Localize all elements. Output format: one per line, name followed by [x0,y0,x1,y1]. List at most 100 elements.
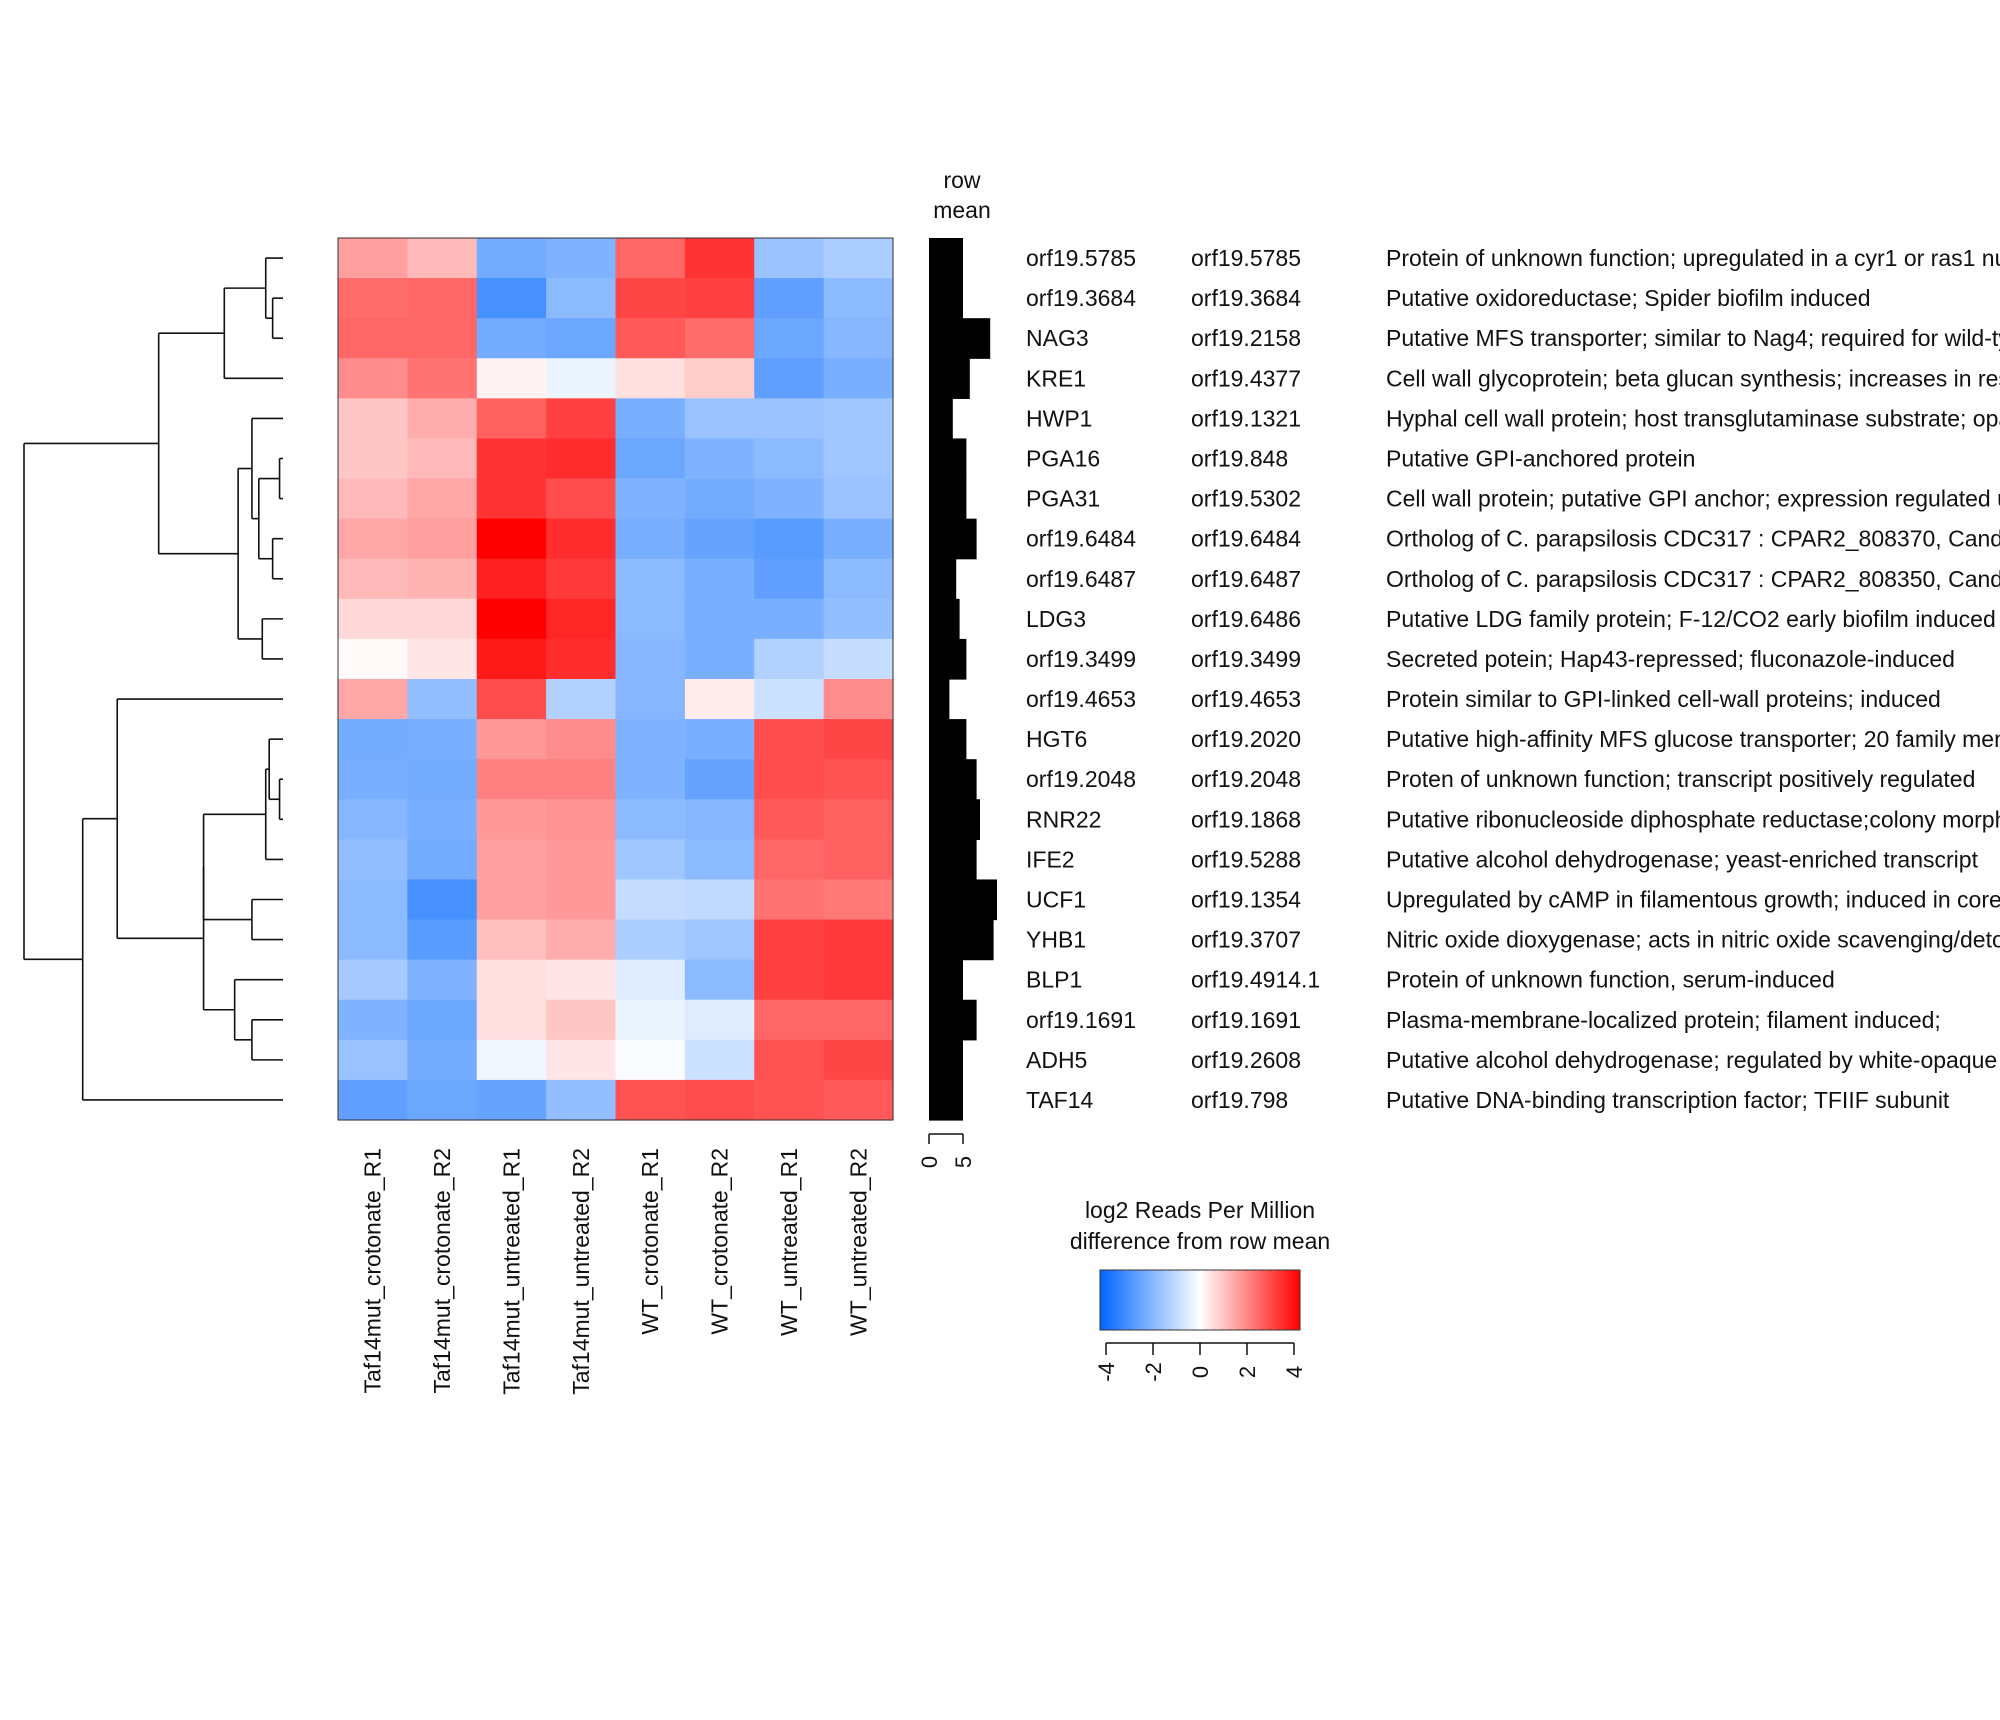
row-orf-label: orf19.5302 [1191,486,1301,512]
heatmap-cell [684,638,755,680]
heatmap-cell [823,358,894,399]
heatmap-cell [684,358,755,399]
heatmap-cell [546,1039,617,1081]
row-gene-label: IFE2 [1026,846,1075,872]
row-gene-label: RNR22 [1026,806,1101,832]
row-gene-label: orf19.5785 [1026,245,1136,271]
heatmap-cell [546,919,617,961]
heatmap-cell [407,999,478,1041]
legend-color-bar [1099,1269,1301,1331]
heatmap-cell [754,1039,825,1081]
row-gene-label: UCF1 [1026,887,1086,913]
heatmap-cell [754,318,825,359]
heatmap-cell [407,679,478,720]
column-label: WT_crotonate_R1 [637,1148,663,1335]
heatmap-cell [684,999,755,1041]
heatmap-cell [615,1079,686,1121]
row-mean-bar [929,959,963,1001]
row-description: Protein of unknown function; upregulated… [1386,245,2000,271]
heatmap-cell [615,638,686,680]
heatmap-cell [684,679,755,720]
row-gene-label: YHB1 [1026,927,1086,953]
heatmap-cell [476,638,547,680]
heatmap-cell [615,358,686,399]
heatmap-cell [754,398,825,440]
row-gene-label: BLP1 [1026,967,1082,993]
legend-tick-label: 2 [1235,1366,1260,1378]
row-orf-label: orf19.4653 [1191,686,1301,712]
row-mean-tick-label: 0 [917,1156,942,1168]
row-gene-label: NAG3 [1026,325,1089,351]
row-orf-label: orf19.1321 [1191,405,1301,431]
heatmap-cell [615,318,686,359]
heatmap-cell [546,879,617,921]
row-mean-bar [929,318,991,359]
heatmap-cell [684,1079,755,1121]
row-description: Secreted potein; Hap43-repressed; flucon… [1386,646,1955,672]
row-description: Protein similar to GPI-linked cell-wall … [1386,686,1941,712]
row-gene-label: ADH5 [1026,1047,1087,1073]
heatmap-cell [338,478,408,520]
row-mean-bar [929,478,967,520]
heatmap-cell [407,478,478,520]
row-gene-label: HGT6 [1026,726,1087,752]
row-orf-label: orf19.2158 [1191,325,1301,351]
heatmap-cell [615,799,686,840]
heatmap-cell [823,558,894,600]
heatmap-cell [476,358,547,399]
column-label: WT_crotonate_R2 [707,1148,733,1335]
heatmap-cell [615,518,686,560]
row-orf-label: orf19.6484 [1191,526,1301,552]
heatmap-cell [823,959,894,1001]
heatmap-cell [476,478,547,520]
heatmap-cell [407,318,478,359]
heatmap-cell [754,959,825,1001]
row-description: Nitric oxide dioxygenase; acts in nitric… [1386,927,2000,953]
row-description: Putative alcohol dehydrogenase; yeast-en… [1386,846,1979,872]
heatmap-cell [615,438,686,480]
heatmap-cell [407,638,478,680]
row-orf-label: orf19.1691 [1191,1007,1301,1033]
row-orf-label: orf19.1868 [1191,806,1301,832]
heatmap-cell [615,1039,686,1081]
row-mean-bar [929,438,967,480]
heatmap-cell [407,278,478,319]
heatmap-cell [615,278,686,319]
row-description: Putative ribonucleoside diphosphate redu… [1386,806,2000,832]
heatmap-cell [615,598,686,640]
heatmap-cell [546,719,617,760]
row-description: Cell wall glycoprotein; beta glucan synt… [1386,365,2000,391]
heatmap-cell [407,1079,478,1121]
row-gene-label: PGA16 [1026,446,1100,472]
heatmap-cell [407,879,478,921]
heatmap-cell [338,1079,408,1121]
row-gene-label: LDG3 [1026,606,1086,632]
row-mean-bar [929,1039,963,1081]
row-mean-tick-label: 5 [951,1156,976,1168]
heatmap-cell [823,438,894,480]
heatmap-cell [823,478,894,520]
heatmap-cell [546,959,617,1001]
column-label: WT_untreated_R2 [845,1148,871,1336]
heatmap-cell [823,839,894,881]
legend-tick-label: 4 [1282,1366,1307,1378]
heatmap-cell [407,358,478,399]
heatmap-cell [338,598,408,640]
row-orf-label: orf19.798 [1191,1087,1288,1113]
heatmap-cells [338,238,894,1121]
heatmap-cell [338,558,408,600]
heatmap-cell [476,278,547,319]
row-description: Ortholog of C. parapsilosis CDC317 : CPA… [1386,566,2000,592]
row-gene-label: orf19.3684 [1026,285,1136,311]
heatmap-cell [823,759,894,800]
heatmap-cell [407,719,478,760]
heatmap-cell [476,558,547,600]
heatmap-cell [338,278,408,319]
row-mean-bar [929,679,950,720]
heatmap-cell [684,759,755,800]
heatmap-cell [546,558,617,600]
row-orf-label: orf19.2608 [1191,1047,1301,1073]
heatmap-cell [338,358,408,399]
row-gene-label: orf19.3499 [1026,646,1136,672]
heatmap-cell [476,999,547,1041]
